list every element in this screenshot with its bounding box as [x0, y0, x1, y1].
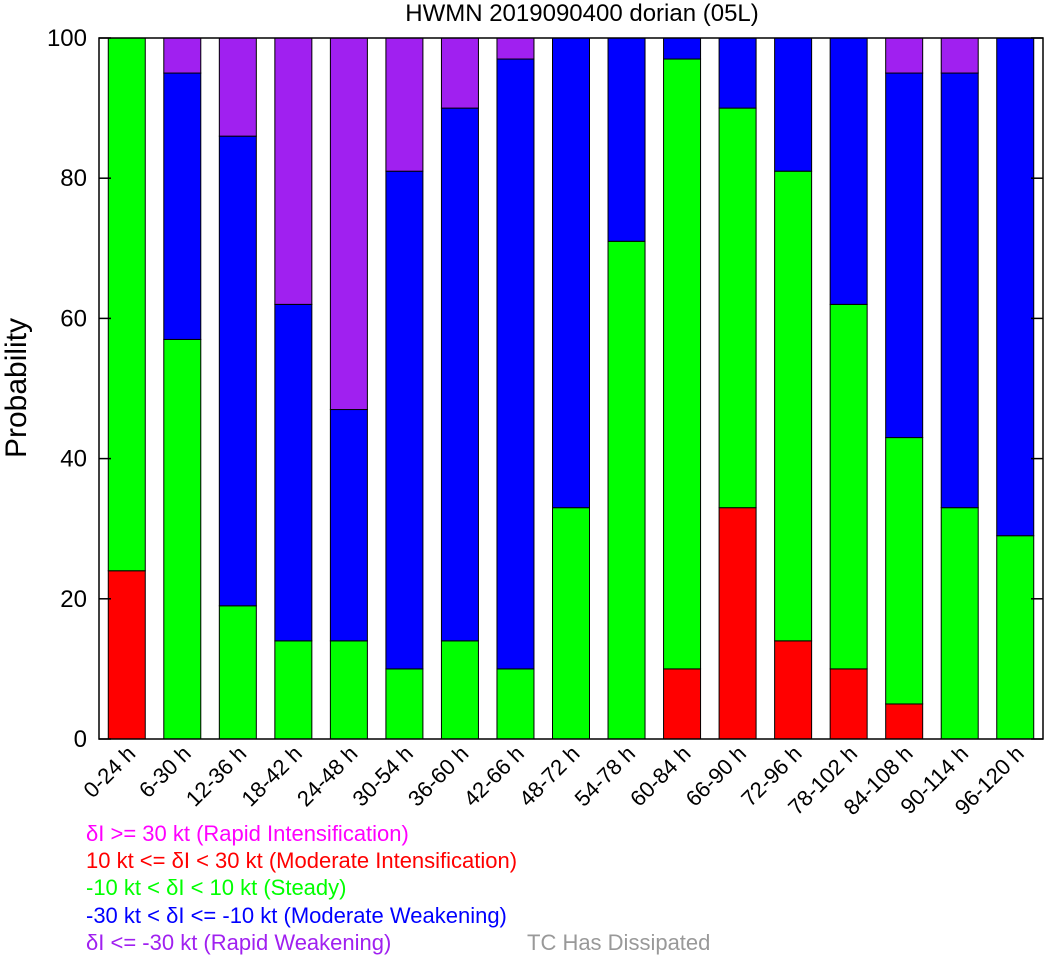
x-tick-label: 60-84 h: [625, 741, 695, 811]
bar-segment-mw: [885, 72, 924, 439]
bar-segment-st: [274, 640, 313, 740]
bar-segment-mw: [940, 72, 979, 509]
y-tick-label: 40: [60, 446, 87, 473]
y-tick-label: 100: [47, 25, 87, 52]
x-tick-label: 66-90 h: [681, 741, 751, 811]
bar-segment-st: [996, 535, 1035, 740]
bar-segment-st: [552, 507, 590, 740]
legend-entry: -10 kt < δI < 10 kt (Steady): [86, 875, 347, 900]
bar-segment-st: [940, 507, 979, 740]
bar-segment-st: [774, 170, 813, 642]
bars-group: [107, 37, 1035, 740]
bar-segment-st: [607, 240, 646, 740]
legend-entry: -30 kt < δI <= -10 kt (Moderate Weakenin…: [86, 903, 507, 928]
dissipated-legend-label: TC Has Dissipated: [527, 930, 711, 955]
bar-segment-mw: [440, 107, 479, 642]
x-tick-label: 18-42 h: [236, 741, 306, 811]
bar-segment-st: [329, 640, 368, 740]
legend-entry: δI <= -30 kt (Rapid Weakening): [86, 930, 392, 955]
bar-segment-rw: [218, 37, 257, 137]
y-ticks-group: 0 20 40 60 80 100: [47, 25, 1043, 753]
bar-segment-mw: [552, 37, 590, 509]
bar-segment-mi: [885, 703, 924, 740]
bar-segment-st: [885, 437, 924, 705]
bar-segment-st: [218, 605, 257, 740]
bar-segment-mw: [329, 409, 368, 642]
x-tick-label: 12-36 h: [181, 741, 251, 811]
bar-segment-st: [496, 668, 535, 740]
bar-segment-rw: [940, 37, 979, 74]
bar-segment-mi: [774, 640, 813, 740]
x-tick-label: 0-24 h: [79, 741, 141, 803]
x-tick-label: 30-54 h: [348, 741, 418, 811]
bar-segment-st: [829, 303, 868, 670]
x-labels-group: 0-24 h6-30 h12-36 h18-42 h24-48 h30-54 h…: [79, 741, 1029, 820]
bar-segment-mw: [496, 58, 535, 670]
chart-title: HWMN 2019090400 dorian (05L): [405, 0, 759, 27]
bar-segment-mw: [163, 72, 202, 340]
bar-segment-mi: [718, 507, 757, 740]
bar-segment-mw: [274, 303, 313, 642]
bar-segment-rw: [385, 37, 424, 172]
y-axis-label: Probability: [0, 318, 33, 458]
bar-segment-mi: [663, 668, 702, 740]
y-tick-label: 0: [74, 726, 87, 753]
bar-segment-mw: [663, 37, 702, 60]
x-tick-label: 48-72 h: [514, 741, 584, 811]
bar-segment-mw: [385, 170, 424, 670]
x-tick-label: 42-66 h: [459, 741, 529, 811]
bar-segment-st: [107, 37, 146, 572]
bar-segment-st: [163, 338, 202, 740]
plot-frame: [98, 37, 1044, 740]
bar-segment-st: [440, 640, 479, 740]
x-tick-label: 36-60 h: [403, 741, 473, 811]
bar-segment-mw: [607, 37, 646, 242]
bar-segment-st: [385, 668, 424, 740]
y-tick-label: 80: [60, 165, 87, 192]
bar-segment-rw: [440, 37, 479, 109]
bar-segment-rw: [163, 37, 202, 74]
bar-segment-mw: [774, 37, 813, 172]
bar-segment-rw: [329, 37, 368, 411]
bar-segment-mi: [829, 668, 868, 740]
legend-entry: 10 kt <= δI < 30 kt (Moderate Intensific…: [86, 848, 518, 873]
y-tick-label: 20: [60, 586, 87, 613]
bar-segment-st: [718, 107, 757, 509]
y-tick-label: 60: [60, 305, 87, 332]
bar-segment-mw: [996, 37, 1035, 537]
bar-segment-mw: [218, 135, 257, 607]
legend-entry: δI >= 30 kt (Rapid Intensification): [86, 821, 409, 846]
bar-segment-mi: [107, 570, 146, 740]
bar-segment-rw: [274, 37, 313, 305]
bar-segment-mw: [829, 37, 868, 305]
bar-segment-rw: [885, 37, 924, 74]
bar-segment-mw: [718, 37, 757, 109]
bar-segment-st: [663, 58, 702, 670]
bar-segment-rw: [496, 37, 535, 60]
x-tick-label: 54-78 h: [570, 741, 640, 811]
x-tick-label: 24-48 h: [292, 741, 362, 811]
